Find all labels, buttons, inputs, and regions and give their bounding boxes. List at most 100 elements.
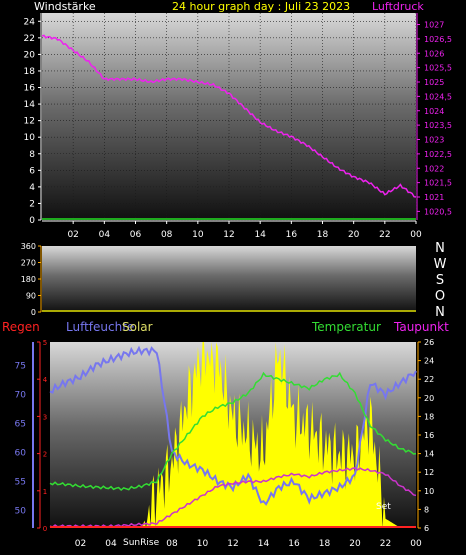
y-right-tick-label: 1023: [424, 136, 444, 145]
y-right-tick-label: 1027: [424, 21, 444, 30]
y-right-tick-label: 1022,5: [424, 150, 452, 159]
humidity-tick-label: 65: [15, 419, 26, 429]
rain-tick-label: 4: [43, 376, 48, 384]
pressure-marks: [38, 13, 420, 224]
x-tick-label: 14: [258, 539, 270, 549]
axis-labels: 0246810121416182022241020,510211021,5102…: [15, 17, 452, 549]
y-right-tick-label: 1021: [424, 193, 444, 202]
temperature-tick-label: 16: [424, 431, 434, 440]
x-tick-label: 18: [317, 230, 329, 240]
rain-tick-label: 1: [43, 488, 47, 496]
y-tick-label: 8: [29, 150, 35, 160]
wind-dir-tick-label: 0: [31, 308, 36, 317]
x-tick-label: 12: [227, 539, 238, 549]
humidity-tick-label: 75: [15, 361, 26, 371]
compass-label: O: [435, 289, 445, 304]
compass-label: W: [434, 257, 447, 272]
temperature-tick-label: 6: [424, 524, 429, 533]
y-right-tick-label: 1024: [424, 107, 444, 116]
x-tick-label: 16: [286, 230, 298, 240]
temperature-tick-label: 18: [424, 412, 434, 421]
legend-dewpoint: Taupunkt: [394, 320, 449, 334]
y-right-tick-label: 1025,5: [424, 64, 452, 73]
rain-tick-label: 3: [43, 413, 47, 421]
y-tick-label: 18: [24, 67, 36, 77]
y-tick-label: 0: [29, 216, 35, 226]
temperature-tick-label: 12: [424, 468, 434, 477]
solar-area: [50, 342, 416, 528]
x-tick-label: 10: [197, 539, 209, 549]
y-tick-label: 12: [24, 117, 35, 127]
y-right-tick-label: 1026,5: [424, 35, 452, 44]
legend-solar: Solar: [122, 320, 153, 334]
y-tick-label: 16: [24, 84, 36, 94]
humidity-tick-label: 60: [15, 448, 27, 458]
legend-rain: Regen: [2, 320, 40, 334]
x-tick-label: 08: [161, 230, 173, 240]
y-right-tick-label: 1023,5: [424, 121, 452, 130]
pressure-line: [41, 34, 417, 198]
y-tick-label: 20: [24, 50, 36, 60]
y-right-tick-label: 1024,5: [424, 92, 452, 101]
rain-tick-label: 5: [43, 339, 47, 347]
wind-dir-tick-label: 180: [21, 275, 36, 284]
y-tick-label: 2: [29, 199, 35, 209]
wind-dir-tick-label: 360: [21, 242, 36, 251]
y-tick-label: 22: [24, 34, 35, 44]
x-tick-label: 12: [223, 230, 234, 240]
chart-title: 24 hour graph day : Juli 23 2023: [172, 0, 351, 13]
wind-direction-plot-area: [42, 246, 416, 312]
pressure-plot-area: [42, 13, 416, 220]
y-right-tick-label: 1022: [424, 164, 444, 173]
legend-temperature: Temperatur: [312, 320, 381, 334]
temperature-line: [49, 371, 417, 492]
y-tick-label: 4: [29, 183, 35, 193]
sunrise-annotation: SunRise: [123, 538, 160, 548]
humidity-tick-label: 70: [15, 390, 27, 400]
temperature-tick-label: 8: [424, 505, 429, 514]
x-tick-label: 04: [105, 539, 117, 549]
y-right-tick-label: 1025: [424, 78, 444, 87]
dewpoint-line: [49, 467, 417, 529]
y-tick-label: 24: [24, 17, 36, 27]
compass-label: N: [435, 305, 445, 320]
x-tick-label: 14: [254, 230, 266, 240]
pressure-label: Luftdruck: [372, 0, 424, 13]
compass-label: N: [435, 241, 445, 256]
pressure-grid: [42, 13, 417, 221]
wind-strength-label: Windstärke: [34, 0, 96, 13]
legend-humidity: Luftfeuchte: [66, 320, 135, 334]
temperature-tick-label: 22: [424, 375, 434, 384]
x-tick-label: 22: [379, 230, 390, 240]
x-tick-label: 02: [67, 230, 78, 240]
wind-dir-tick-label: 90: [26, 292, 36, 301]
x-tick-label: 16: [288, 539, 300, 549]
x-tick-label: 22: [380, 539, 391, 549]
y-tick-label: 14: [24, 100, 36, 110]
humidity-line: [49, 345, 417, 506]
temperature-tick-label: 24: [424, 357, 434, 366]
humidity-tick-label: 55: [15, 478, 26, 488]
humidity-tick-label: 50: [15, 507, 27, 517]
wind-direction-marks: [38, 245, 416, 313]
y-tick-label: 10: [24, 133, 36, 143]
x-tick-label: 00: [410, 230, 422, 240]
y-tick-label: 6: [29, 166, 35, 176]
temperature-tick-label: 20: [424, 394, 434, 403]
temperature-tick-label: 26: [424, 338, 434, 347]
x-tick-label: 20: [348, 230, 360, 240]
x-tick-label: 10: [192, 230, 204, 240]
x-tick-label: 00: [410, 539, 422, 549]
x-tick-label: 02: [75, 539, 86, 549]
wind-dir-tick-label: 270: [21, 259, 36, 268]
temperature-tick-label: 14: [424, 450, 434, 459]
sunset-annotation: Set: [376, 502, 391, 512]
y-right-tick-label: 1021,5: [424, 179, 452, 188]
climate-marks: [32, 341, 421, 529]
y-right-tick-label: 1020,5: [424, 207, 452, 216]
rain-tick-label: 2: [43, 451, 47, 459]
y-right-tick-label: 1026: [424, 49, 444, 58]
x-tick-label: 04: [99, 230, 111, 240]
temperature-tick-label: 10: [424, 487, 434, 496]
